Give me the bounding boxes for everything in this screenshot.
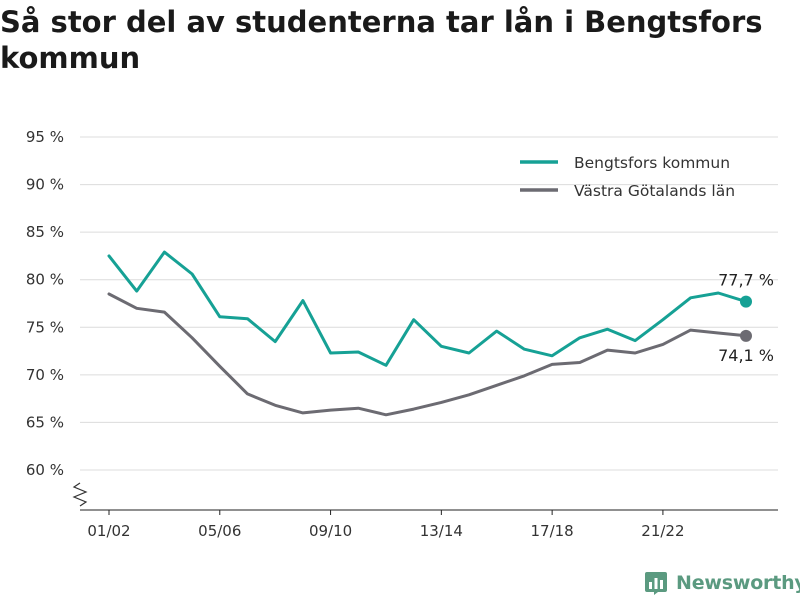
series-line-1	[107, 292, 748, 417]
labels: 77,7 % 74,1 %	[718, 271, 774, 365]
series-end-label-0: 77,7 %	[718, 271, 774, 290]
series-end-point-1	[740, 329, 752, 342]
y-tick-label: 80 %	[26, 271, 64, 289]
legend-label-1: Västra Götalands län	[574, 182, 735, 200]
y-tick-label: 60 %	[26, 461, 64, 479]
x-tick-label: 05/06	[198, 522, 241, 540]
y-tick-label: 75 %	[26, 318, 64, 336]
series-end-point-0	[740, 295, 752, 308]
x-tick-label: 01/02	[87, 522, 130, 540]
legend: Bengtsfors kommun Västra Götalands län	[520, 154, 735, 200]
bar-chart-logo-icon	[645, 572, 667, 595]
chart-title: Så stor del av studenterna tar lån i Ben…	[0, 5, 763, 75]
brand-name: Newsworthy	[676, 572, 800, 594]
x-tick-label: 21/22	[641, 522, 684, 540]
series-end-label-1: 74,1 %	[718, 346, 774, 365]
brand-logo: Newsworthy	[644, 568, 800, 598]
series-lines	[107, 250, 752, 417]
y-tick-label: 90 %	[26, 176, 64, 194]
x-tick-label: 17/18	[531, 522, 574, 540]
y-tick-label: 95 %	[26, 128, 64, 146]
x-tick-label: 09/10	[309, 522, 352, 540]
series-line-0	[107, 250, 748, 367]
legend-label-0: Bengtsfors kommun	[574, 154, 730, 172]
y-tick-label: 65 %	[26, 413, 64, 431]
axes: 60 % 65 % 70 % 75 % 80 % 85 % 90 % 95 % 01/02 05/…	[26, 128, 778, 540]
y-tick-label: 85 %	[26, 223, 64, 241]
y-tick-label: 70 %	[26, 366, 64, 384]
x-tick-label: 13/14	[420, 522, 463, 540]
y-axis-break-icon	[72, 482, 88, 507]
